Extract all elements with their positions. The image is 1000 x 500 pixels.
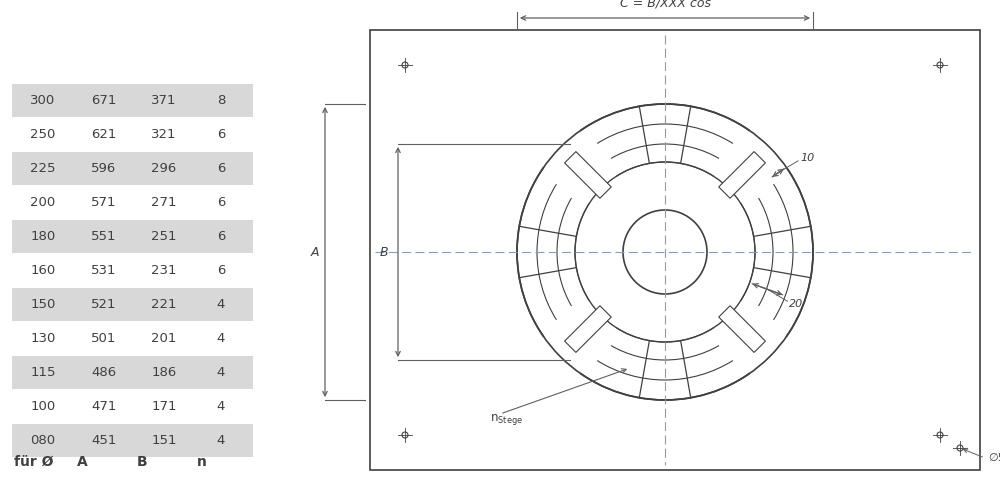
Text: 596: 596	[91, 162, 117, 175]
Text: 300: 300	[30, 94, 56, 107]
Text: 471: 471	[91, 400, 117, 413]
Text: 225: 225	[30, 162, 56, 175]
Text: 271: 271	[151, 196, 177, 209]
Text: 371: 371	[151, 94, 177, 107]
Text: 571: 571	[91, 196, 117, 209]
Bar	[12, 84, 253, 117]
Text: 6: 6	[217, 264, 225, 277]
Text: 130: 130	[30, 332, 56, 345]
Text: 115: 115	[30, 366, 56, 379]
Text: 171: 171	[151, 400, 177, 413]
Text: 200: 200	[30, 196, 56, 209]
Text: 621: 621	[91, 128, 117, 141]
Bar	[565, 306, 611, 352]
Text: 100: 100	[30, 400, 56, 413]
Text: B: B	[379, 246, 388, 258]
Text: 6: 6	[217, 230, 225, 243]
Bar	[719, 306, 765, 352]
Text: 4: 4	[217, 434, 225, 447]
Bar	[370, 30, 980, 470]
Text: 151: 151	[151, 434, 177, 447]
Text: 20: 20	[789, 300, 804, 310]
Text: A: A	[77, 455, 88, 469]
Text: A: A	[311, 246, 319, 258]
Text: 521: 521	[91, 298, 117, 311]
Text: 531: 531	[91, 264, 117, 277]
Text: C = B/XXX cos: C = B/XXX cos	[620, 0, 710, 10]
Text: 251: 251	[151, 230, 177, 243]
Text: 8: 8	[217, 94, 225, 107]
Text: 6: 6	[217, 196, 225, 209]
Text: 486: 486	[91, 366, 117, 379]
Text: 321: 321	[151, 128, 177, 141]
Text: 221: 221	[151, 298, 177, 311]
Text: 4: 4	[217, 332, 225, 345]
Text: 4: 4	[217, 298, 225, 311]
Bar	[12, 152, 253, 185]
Text: 551: 551	[91, 230, 117, 243]
Text: 296: 296	[151, 162, 177, 175]
Text: 186: 186	[151, 366, 177, 379]
Bar	[719, 152, 765, 198]
Bar	[565, 152, 611, 198]
Text: B: B	[137, 455, 148, 469]
Text: für Ø: für Ø	[14, 455, 54, 469]
Text: 4: 4	[217, 366, 225, 379]
Text: 6: 6	[217, 128, 225, 141]
Text: 201: 201	[151, 332, 177, 345]
Text: 231: 231	[151, 264, 177, 277]
Bar	[12, 288, 253, 321]
Text: 451: 451	[91, 434, 117, 447]
Text: 150: 150	[30, 298, 56, 311]
Text: 160: 160	[30, 264, 56, 277]
Text: 180: 180	[30, 230, 56, 243]
Text: $\varnothing$5,5: $\varnothing$5,5	[988, 452, 1000, 464]
Text: 501: 501	[91, 332, 117, 345]
Bar	[12, 220, 253, 253]
Bar	[12, 424, 253, 457]
Text: 10: 10	[800, 153, 814, 163]
Text: 250: 250	[30, 128, 56, 141]
Text: 671: 671	[91, 94, 117, 107]
Text: n: n	[197, 455, 207, 469]
Text: 6: 6	[217, 162, 225, 175]
Text: 4: 4	[217, 400, 225, 413]
Text: n$_{\mathsf{Stege}}$: n$_{\mathsf{Stege}}$	[490, 412, 523, 427]
Bar	[12, 356, 253, 389]
Text: 080: 080	[30, 434, 56, 447]
